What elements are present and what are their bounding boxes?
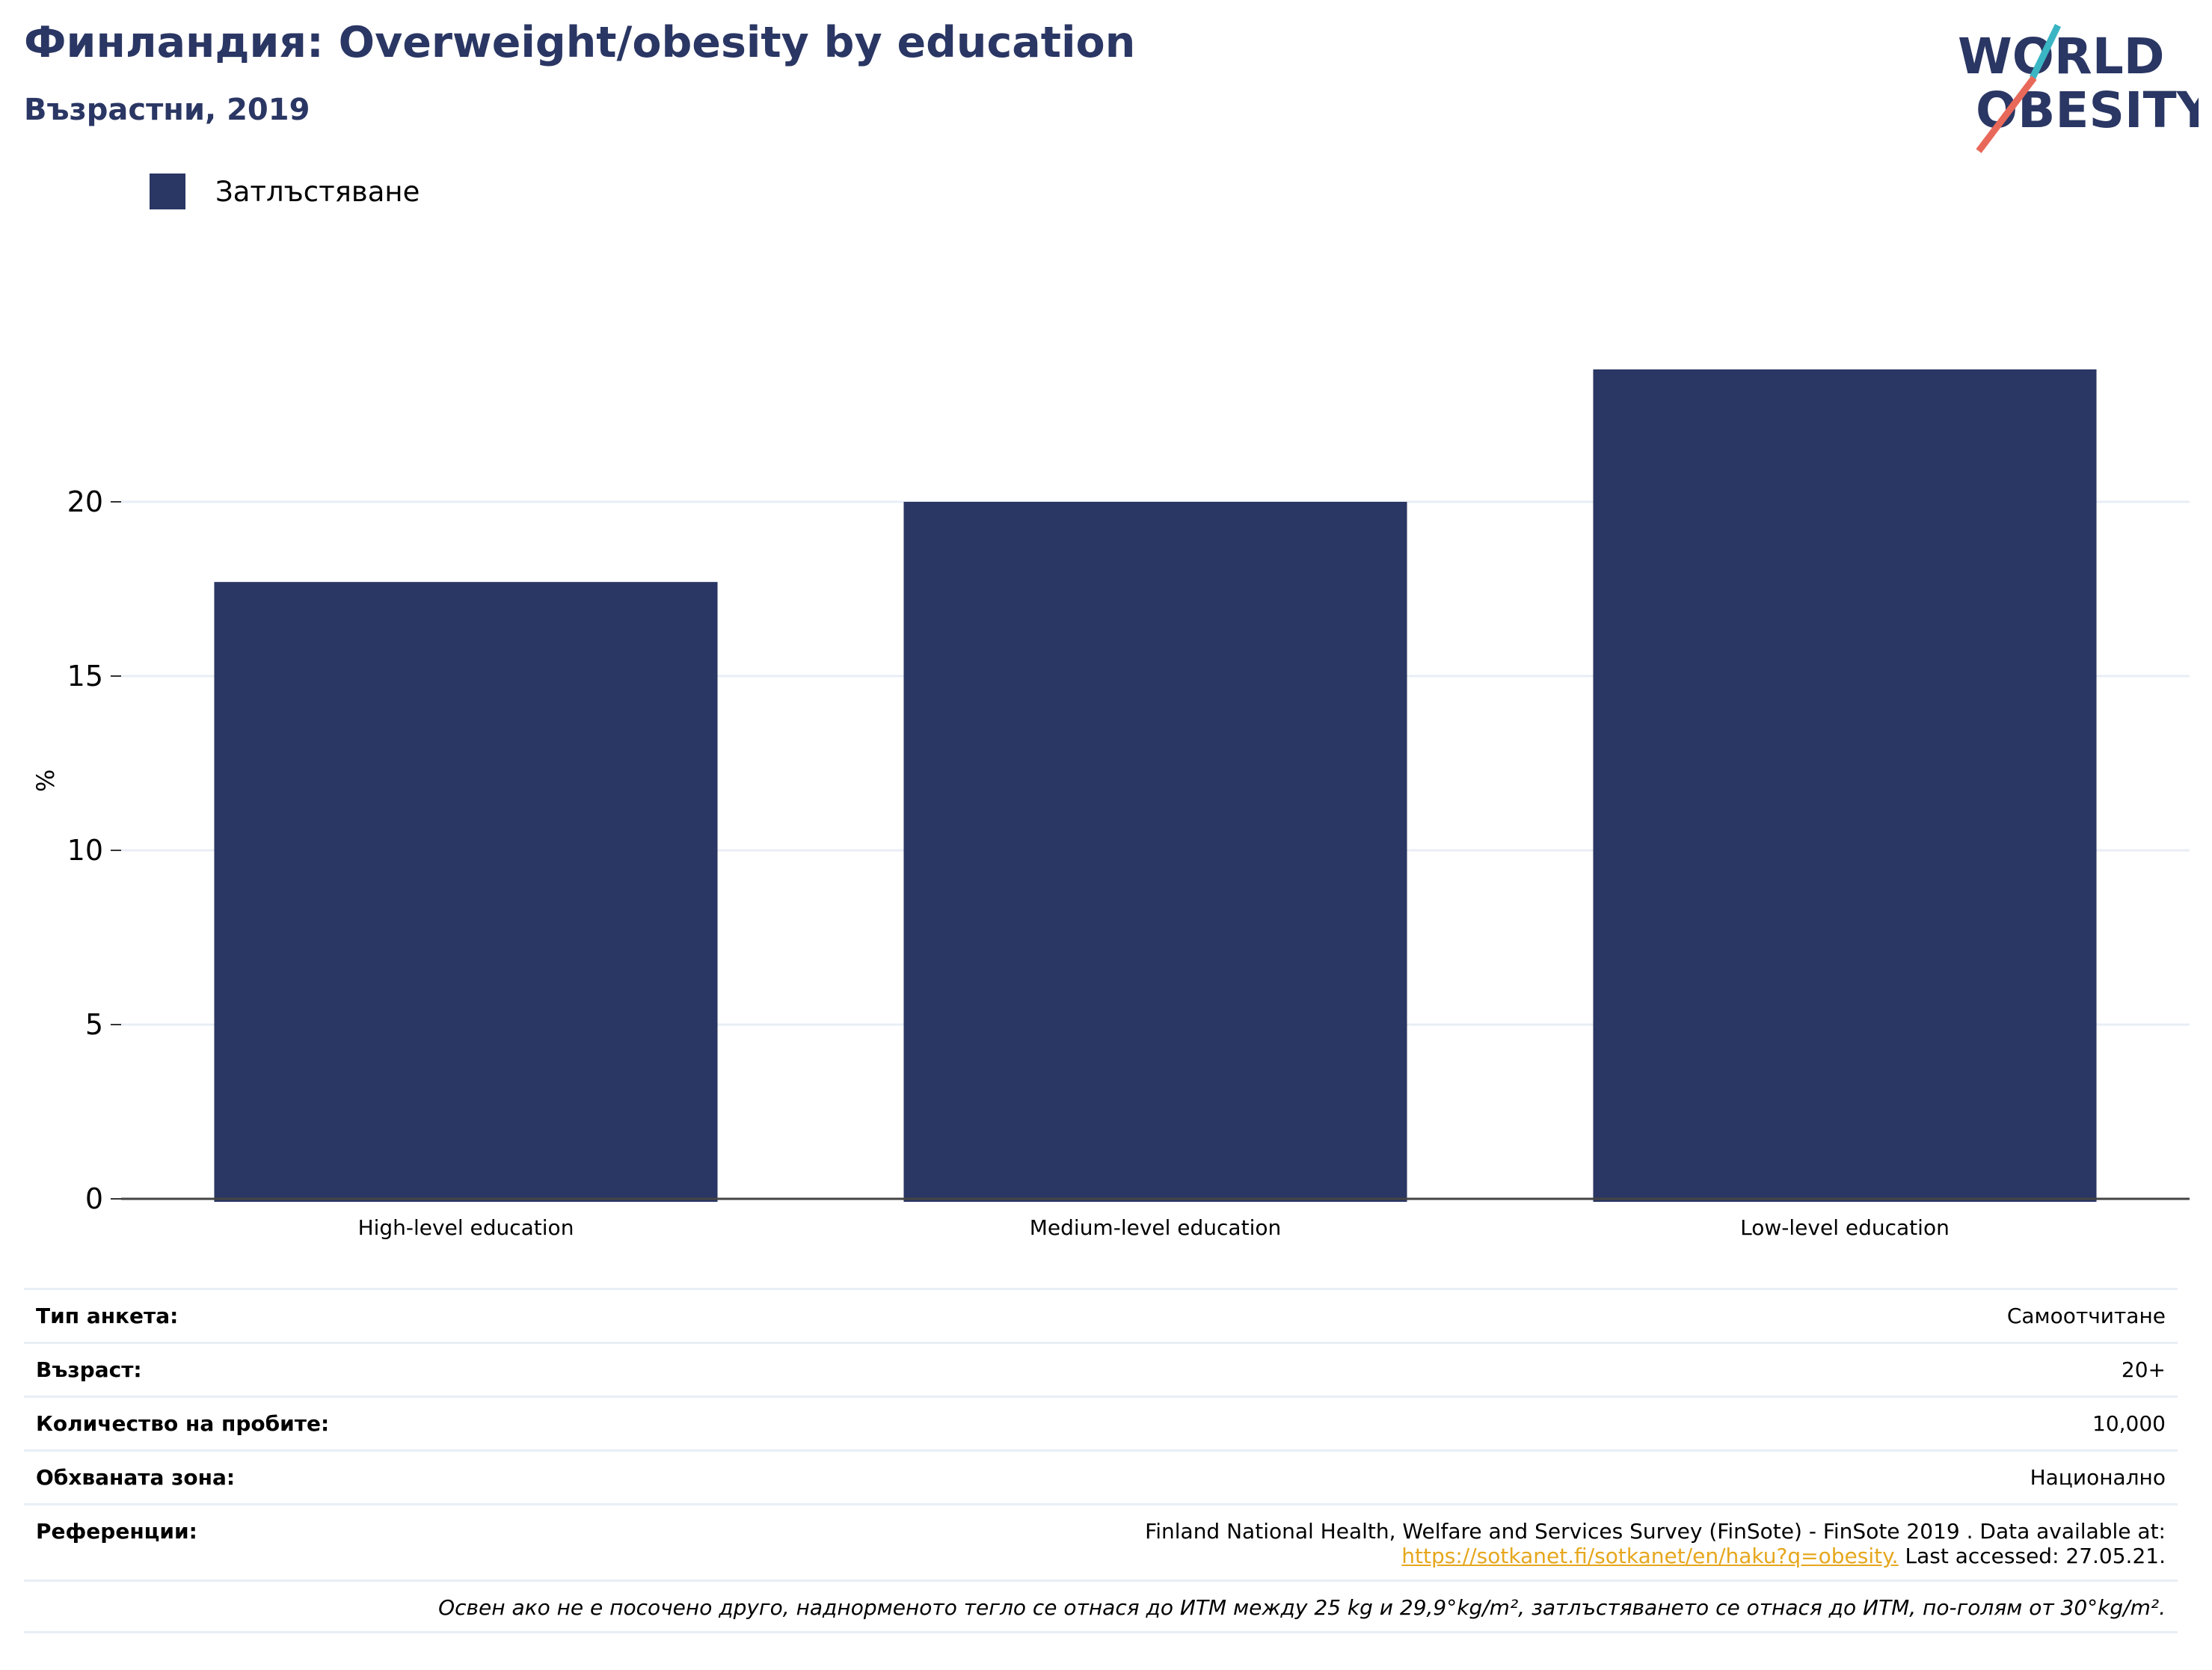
logo-line1: WORLD (1958, 28, 2165, 85)
bar (1593, 369, 2097, 1203)
metadata-table: Тип анкета: Самоотчитане Възраст: 20+ Ко… (24, 1288, 2178, 1633)
reference-link[interactable]: https://sotkanet.fi/sotkanet/en/haku?q=o… (1401, 1544, 1899, 1568)
reference-accessed: Last accessed: 27.05.21. (1898, 1544, 2166, 1568)
x-tick-label: Medium-level education (1030, 1215, 1281, 1240)
logo-slash-teal (2029, 24, 2062, 79)
meta-label: Тип анкета: (36, 1304, 179, 1328)
y-tick-label: 10 (67, 834, 103, 867)
meta-value: 10,000 (2092, 1411, 2166, 1436)
bar (214, 582, 718, 1202)
logo-slash-coral (1976, 76, 2037, 153)
bar (903, 502, 1407, 1202)
meta-label: Референции: (36, 1519, 197, 1544)
legend-label: Затлъстяване (215, 175, 420, 208)
meta-row-note: Освен ако не е посочено друго, наднормен… (24, 1580, 2178, 1633)
world-obesity-logo: WORLD OBESITY (1958, 24, 2199, 153)
y-tick-label: 20 (67, 485, 103, 518)
y-tick-label: 5 (85, 1008, 103, 1041)
meta-label: Обхваната зона: (36, 1465, 236, 1490)
meta-label: Възраст: (36, 1357, 142, 1382)
meta-value: 20+ (2121, 1357, 2166, 1382)
meta-row-references: Референции: Finland National Health, Wel… (24, 1503, 2178, 1580)
bmi-note: Освен ако не е посочено друго, наднормен… (438, 1595, 2166, 1620)
chart-title: Финландия: Overweight/obesity by educati… (24, 18, 1136, 67)
y-axis-label: % (31, 770, 60, 792)
meta-row-area-covered: Обхваната зона: Национално (24, 1449, 2178, 1503)
reference-text: Finland National Health, Welfare and Ser… (1145, 1519, 2166, 1544)
legend: Затлъстяване (150, 174, 420, 209)
y-tick-label: 15 (67, 660, 103, 693)
bar-chart: 0 5 10 15 20% High-level education Medium-leve… (31, 369, 2190, 1240)
reference-line2: https://sotkanet.fi/sotkanet/en/haku?q=o… (1145, 1544, 2166, 1568)
x-tick-label: Low-level education (1740, 1215, 1950, 1240)
meta-label: Количество на пробите: (36, 1411, 330, 1436)
y-tick-label: 0 (85, 1182, 103, 1215)
meta-value: Национално (2030, 1465, 2166, 1490)
chart-subtitle: Възрастни, 2019 (24, 93, 310, 127)
legend-swatch (150, 174, 185, 209)
x-tick-label: High-level education (358, 1215, 574, 1240)
meta-row-survey-type: Тип анкета: Самоотчитане (24, 1288, 2178, 1342)
meta-row-age: Възраст: 20+ (24, 1342, 2178, 1396)
meta-row-sample-size: Количество на пробите: 10,000 (24, 1396, 2178, 1449)
meta-value: Самоотчитане (2006, 1304, 2166, 1328)
reference-value: Finland National Health, Welfare and Ser… (1145, 1519, 2166, 1568)
